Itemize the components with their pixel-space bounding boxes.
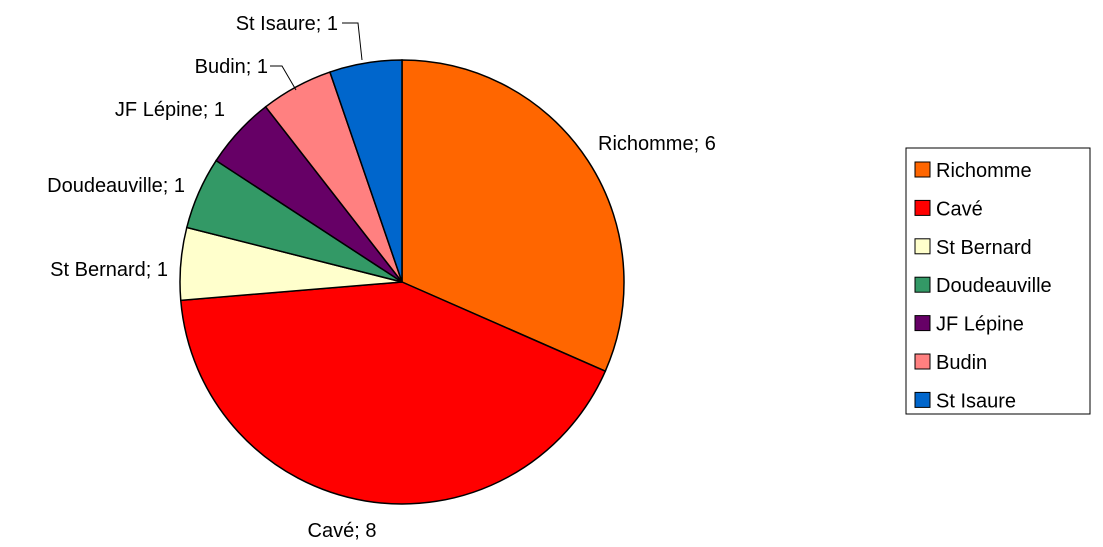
legend: Richomme Cavé St Bernard Doudeauville JF Lép… (905, 147, 1091, 415)
legend-swatch-richomme (914, 161, 931, 178)
legend-frame (905, 147, 1091, 415)
data-label-richomme: Richomme; 6 (598, 133, 716, 155)
pie-slice-richomme (401, 59, 625, 373)
data-label-cave: Cavé; 8 (308, 520, 377, 542)
legend-label-st-isaure: St Isaure (936, 390, 1016, 412)
pie-slice-cave (179, 281, 607, 505)
legend-label-jf-lepine: JF Lépine (936, 314, 1024, 336)
legend-label-doudeauville: Doudeauville (936, 275, 1052, 297)
legend-swatch-doudeauville (914, 276, 931, 293)
leader-line-budin (270, 65, 297, 91)
legend-swatch-budin (914, 353, 931, 370)
legend-swatch-jf-lepine (914, 315, 931, 332)
legend-label-richomme: Richomme (936, 160, 1032, 182)
legend-label-cave: Cavé (936, 198, 983, 220)
legend-swatch-st-isaure (914, 391, 931, 408)
pie-slice-st-isaure (328, 59, 403, 283)
data-label-st-isaure: St Isaure; 1 (236, 13, 338, 35)
data-labels: Richomme; 6 Cavé; 8 St Bernard; 1 Doudeauvi… (47, 13, 716, 542)
data-label-st-bernard: St Bernard; 1 (50, 259, 168, 281)
legend-swatch-cave (914, 199, 931, 216)
leader-line-st-isaure (342, 22, 363, 61)
legend-swatch-st-bernard (914, 238, 931, 255)
data-label-jf-lepine: JF Lépine; 1 (115, 99, 225, 121)
pie-slices (179, 59, 625, 505)
data-label-budin: Budin; 1 (195, 56, 268, 78)
legend-label-st-bernard: St Bernard (936, 237, 1032, 259)
data-label-doudeauville: Doudeauville; 1 (47, 175, 185, 197)
legend-label-budin: Budin (936, 352, 987, 374)
leader-lines (270, 22, 363, 91)
